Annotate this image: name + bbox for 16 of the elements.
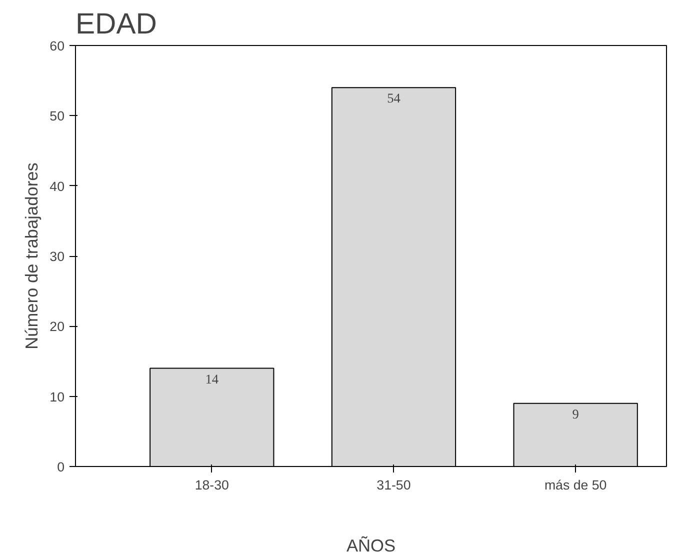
y-axis-title: Número de trabajadores xyxy=(22,162,42,350)
x-axis-title: AÑOS xyxy=(346,536,396,556)
y-tick-label: 0 xyxy=(57,460,65,474)
data-label: 54 xyxy=(387,90,401,106)
chart-title: EDAD xyxy=(76,8,157,40)
y-tick-label: 40 xyxy=(50,178,65,194)
y-tick-label: 10 xyxy=(50,389,65,404)
y-tick-label: 30 xyxy=(50,249,65,264)
y-tick-label: 20 xyxy=(50,319,65,334)
x-tick-label: más de 50 xyxy=(544,478,607,492)
y-tick-label: 60 xyxy=(50,38,65,54)
x-tick-label: 18-30 xyxy=(194,478,229,492)
data-label: 9 xyxy=(572,406,580,422)
y-tick-label: 50 xyxy=(50,108,65,124)
data-label: 14 xyxy=(205,371,219,386)
x-tick-label: 31-50 xyxy=(376,478,411,492)
